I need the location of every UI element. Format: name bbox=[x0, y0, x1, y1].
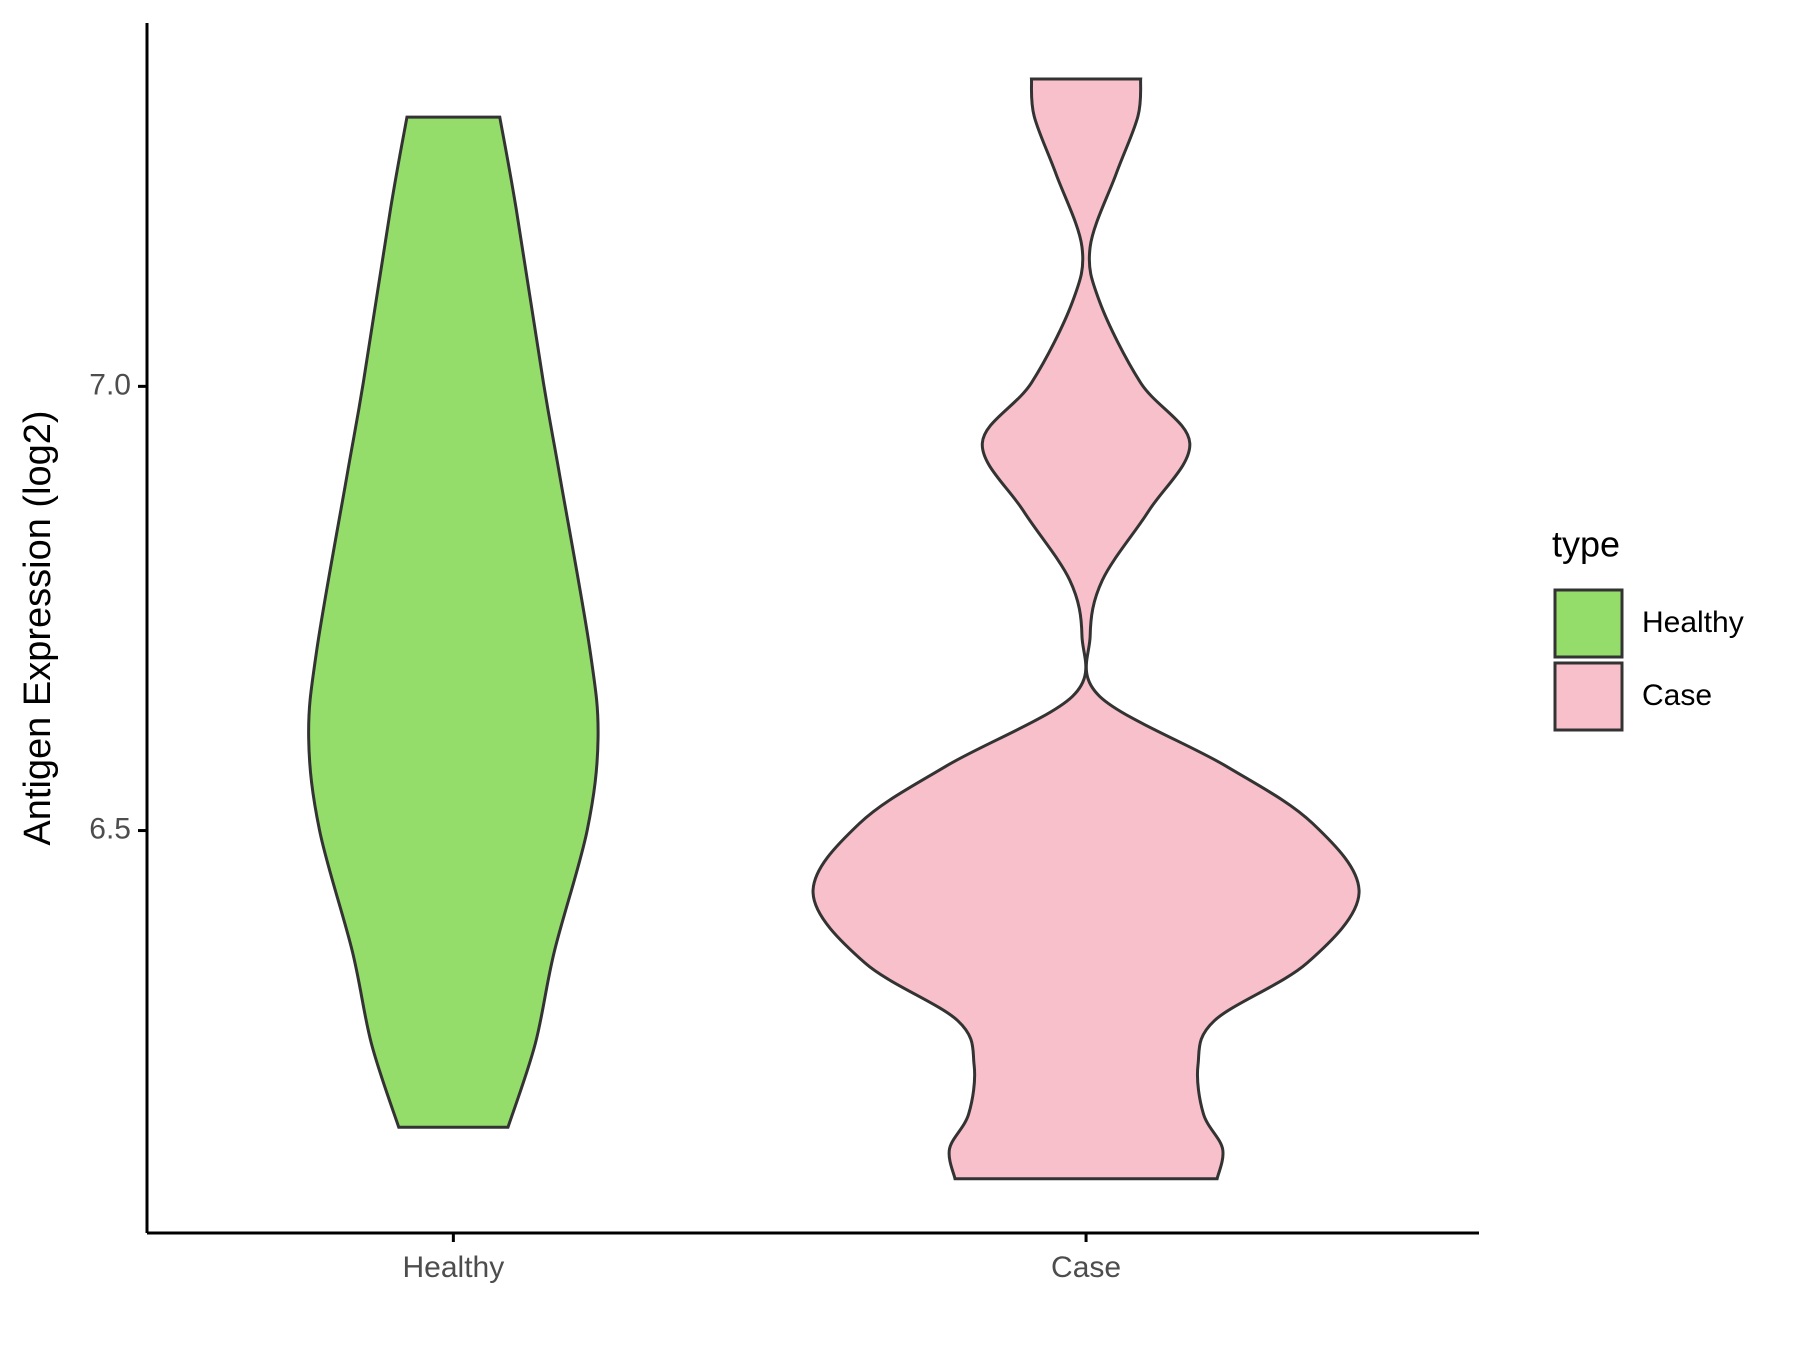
y-tick-label: 7.0 bbox=[89, 368, 131, 401]
violin bbox=[307, 115, 600, 1129]
y-axis-title: Antigen Expression (log2) bbox=[17, 410, 59, 845]
violin bbox=[811, 77, 1361, 1181]
legend-swatch bbox=[1553, 661, 1624, 732]
x-tick-label: Healthy bbox=[403, 1251, 505, 1284]
legend-swatch bbox=[1553, 588, 1624, 659]
legend-label: Case bbox=[1642, 679, 1712, 712]
legend-title: type bbox=[1552, 524, 1620, 565]
x-tick-label: Case bbox=[1051, 1251, 1121, 1284]
legend-label: Healthy bbox=[1642, 606, 1744, 639]
y-tick-label: 6.5 bbox=[89, 812, 131, 845]
